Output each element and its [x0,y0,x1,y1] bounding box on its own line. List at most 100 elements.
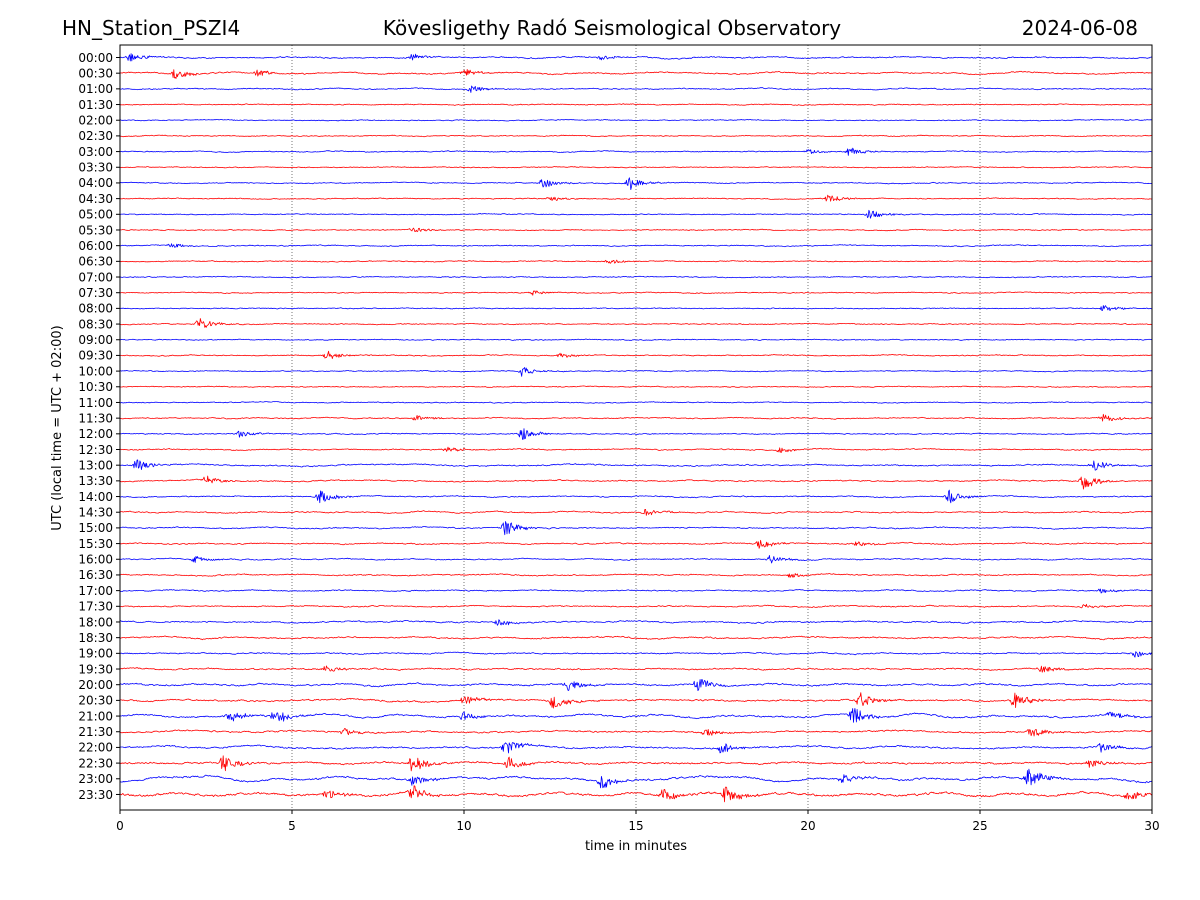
trace-0000 [120,53,1152,62]
y-tick-label: 01:00 [78,82,113,96]
y-tick-label: 00:00 [78,51,113,65]
trace-1600 [120,555,1152,564]
x-tick-label: 5 [288,819,296,833]
trace-2200 [120,742,1152,754]
trace-0430 [120,194,1152,202]
y-tick-label: 13:30 [78,474,113,488]
trace-1630 [120,573,1152,578]
x-tick-label: 20 [800,819,815,833]
trace-0730 [120,290,1152,296]
y-tick-label: 19:00 [78,647,113,661]
trace-0900 [120,338,1152,341]
y-tick-label: 19:30 [78,662,113,676]
trace-0630 [120,259,1152,264]
y-tick-label: 06:00 [78,239,113,253]
y-tick-label: 04:00 [78,176,113,190]
trace-0330 [120,166,1152,169]
y-tick-label: 03:30 [78,161,113,175]
y-tick-label: 23:30 [78,788,113,802]
y-tick-label: 12:30 [78,443,113,457]
y-tick-label: 12:00 [78,427,113,441]
trace-1700 [120,588,1152,594]
trace-0530 [120,227,1152,233]
trace-2300 [120,768,1152,789]
trace-2100 [120,708,1152,723]
trace-1530 [120,539,1152,549]
trace-1930 [120,665,1152,673]
trace-0830 [120,318,1152,328]
trace-1900 [120,651,1152,658]
observatory-title: Kövesligethy Radó Seismological Observat… [383,16,841,40]
x-tick-label: 10 [456,819,471,833]
y-tick-label: 16:30 [78,568,113,582]
y-tick-label: 08:00 [78,302,113,316]
trace-0030 [120,69,1152,79]
y-tick-label: 06:30 [78,255,113,269]
trace-0400 [120,177,1152,191]
y-tick-label: 22:00 [78,741,113,755]
y-tick-label: 10:00 [78,364,113,378]
y-tick-label: 09:30 [78,349,113,363]
y-tick-label: 22:30 [78,756,113,770]
trace-0600 [120,243,1152,248]
y-tick-label: 15:00 [78,521,113,535]
trace-1300 [120,459,1152,471]
y-tick-label: 20:30 [78,694,113,708]
y-tick-label: 18:00 [78,615,113,629]
y-tick-label: 11:30 [78,411,113,425]
y-tick-label: 07:30 [78,286,113,300]
trace-0500 [120,209,1152,219]
trace-0930 [120,350,1152,360]
y-tick-label: 16:00 [78,553,113,567]
y-tick-label: 05:30 [78,223,113,237]
station-title: HN_Station_PSZI4 [62,16,240,40]
y-tick-label: 00:30 [78,66,113,80]
y-tick-label: 05:00 [78,208,113,222]
x-axis-label: time in minutes [585,839,687,854]
x-tick-label: 25 [972,819,987,833]
trace-1400 [120,489,1152,504]
y-tick-label: 09:00 [78,333,113,347]
x-axis-ticks: 0 5 10 15 20 25 30 [116,810,1160,833]
trace-1200 [120,428,1152,440]
trace-1030 [120,385,1152,388]
x-tick-label: 30 [1144,819,1159,833]
trace-1000 [120,367,1152,377]
y-tick-label: 02:00 [78,114,113,128]
trace-0800 [120,305,1152,312]
trace-0100 [120,85,1152,93]
y-tick-label: 13:00 [78,458,113,472]
y-tick-label: 02:30 [78,129,113,143]
y-tick-label: 15:30 [78,537,113,551]
trace-2030 [120,692,1152,709]
trace-2230 [120,755,1152,772]
trace-1730 [120,603,1152,609]
trace-1830 [120,635,1152,641]
trace-2130 [120,728,1152,737]
trace-2330 [120,785,1152,803]
y-tick-label: 08:30 [78,317,113,331]
y-tick-label: 10:30 [78,380,113,394]
y-tick-label: 20:00 [78,678,113,692]
y-tick-label: 14:30 [78,506,113,520]
trace-0300 [120,147,1152,156]
trace-1500 [120,521,1152,536]
y-tick-label: 18:30 [78,631,113,645]
y-tick-label: 07:00 [78,270,113,284]
trace-0130 [120,103,1152,106]
trace-1800 [120,619,1152,626]
y-tick-label: 21:30 [78,725,113,739]
x-tick-label: 15 [628,819,643,833]
trace-0200 [120,119,1152,122]
y-tick-label: 17:30 [78,600,113,614]
y-axis-label: UTC (local time = UTC + 02:00) [50,325,65,530]
seismic-traces [120,53,1152,803]
y-tick-label: 03:00 [78,145,113,159]
trace-0230 [120,134,1152,138]
trace-0700 [120,275,1152,279]
trace-1330 [120,475,1152,490]
y-tick-label: 04:30 [78,192,113,206]
trace-2000 [120,679,1152,691]
